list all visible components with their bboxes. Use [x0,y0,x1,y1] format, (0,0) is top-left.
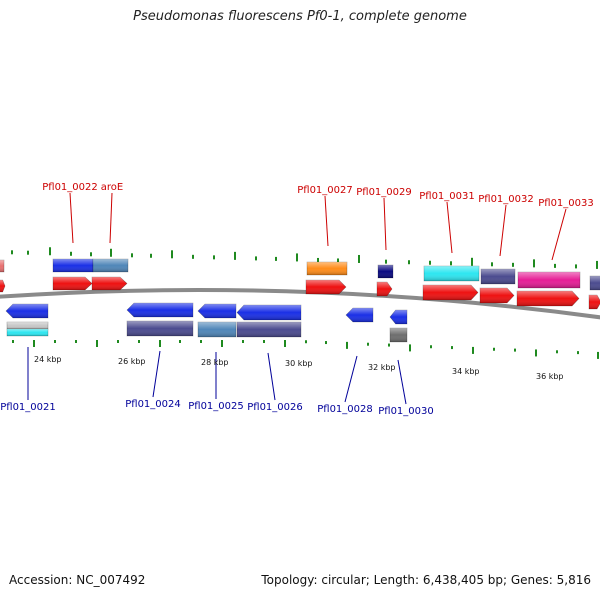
gene-label-bottom: Pfl01_0021 [0,402,56,413]
gene-feature [6,328,49,337]
accession-text: Accession: NC_007492 [9,573,146,587]
gene-label-top: Pfl01_0027 [297,185,353,196]
gene-feature [479,287,515,304]
tick-marks [11,247,599,359]
gene-feature [236,321,302,338]
gene-feature [197,321,237,338]
gene-feature [589,275,600,291]
gene-label-bottom: Pfl01_0030 [378,406,434,417]
kbp-label: 28 kbp [201,358,229,367]
gene-feature [52,276,93,291]
kbp-label: 32 kbp [368,363,396,372]
gene-labels: 24 kbp 26 kbp 28 kbp 30 kbp 32 kbp 34 kbp 36 k… [0,182,594,417]
label-leader-line [499,204,507,257]
gene-feature [126,320,194,337]
gene-feature [389,309,408,325]
gene-feature [306,261,348,276]
gene-label-top: Pfl01_0022 [42,182,98,193]
gene-feature [6,321,49,330]
label-leader-line [152,350,161,398]
label-leader-line [397,359,407,405]
gene-feature [389,327,408,343]
label-leader-line [69,192,74,244]
gene-feature [0,259,5,273]
kbp-label: 36 kbp [536,372,564,381]
label-leader-line [344,355,358,403]
gene-label-bottom: Pfl01_0024 [125,399,181,410]
gene-label-top: Pfl01_0031 [419,191,475,202]
gene-label-bottom: Pfl01_0026 [247,402,303,413]
gene-feature [345,307,374,323]
gene-feature [376,281,393,297]
gene-feature [516,290,580,307]
label-leader-line [109,192,113,244]
label-leader-line [383,197,387,251]
gene-feature [92,258,129,273]
gene-feature [305,279,347,295]
gene-feature [0,279,6,293]
label-leader-line [446,201,453,254]
gene-label-top: Pfl01_0032 [478,194,534,205]
kbp-label: 34 kbp [452,367,480,376]
label-leader-line [324,195,329,247]
gene-label-bottom: Pfl01_0028 [317,404,373,415]
gene-feature [236,304,302,321]
gene-feature [480,268,516,285]
gene-feature [588,294,600,310]
gene-feature [91,276,128,291]
gene-feature [377,264,394,279]
genome-summary: Topology: circular; Length: 6,438,405 bp… [261,573,591,587]
gene-feature [423,265,480,282]
gene-feature [517,271,581,289]
gene-feature [52,258,94,273]
label-leader-line [551,208,567,261]
label-leaders [27,192,567,405]
genome-backbone [0,288,600,320]
gene-feature [422,284,479,301]
kbp-label: 24 kbp [34,355,62,364]
kbp-label: 30 kbp [285,359,313,368]
gene-label-top: Pfl01_0029 [356,187,412,198]
gene-feature [126,302,194,318]
gene-features [0,258,600,343]
gene-feature [5,303,49,319]
label-leader-line [267,352,276,401]
gene-label-bottom: Pfl01_0025 [188,401,244,412]
kbp-label: 26 kbp [118,357,146,366]
gene-label-top: Pfl01_0033 [538,198,594,209]
page-title: Pseudomonas fluorescens Pf0-1, complete … [133,9,467,24]
gene-label-top: aroE [101,182,123,193]
gene-feature [197,303,237,319]
